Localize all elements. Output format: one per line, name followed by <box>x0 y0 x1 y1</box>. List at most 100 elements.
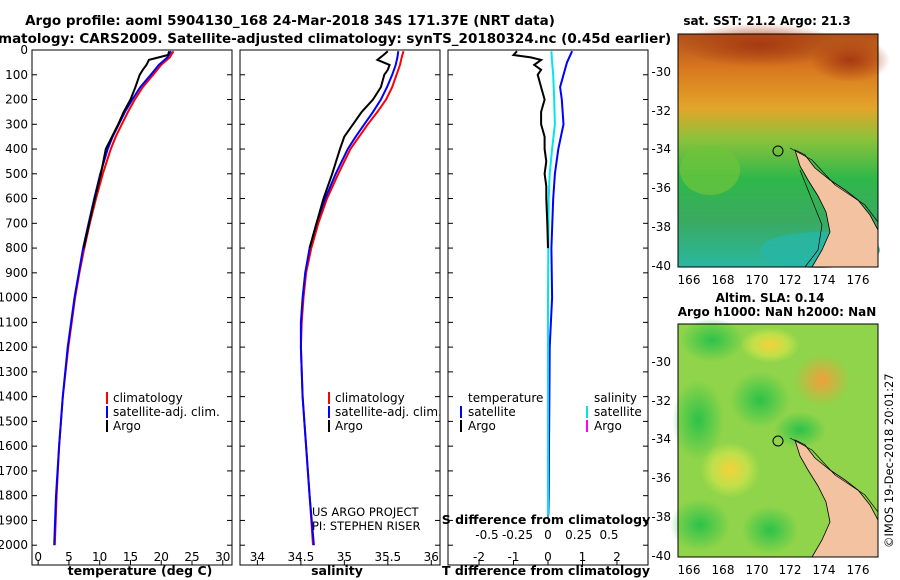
sla-lat-tick: -34 <box>651 432 671 446</box>
sla-map-image <box>670 318 879 558</box>
sla-lat-tick: -36 <box>651 471 671 485</box>
sla-orange-patch <box>794 354 850 406</box>
credit-project: US ARGO PROJECT <box>312 505 420 519</box>
legend-label-satellite: satellite-adj. clim. <box>335 405 442 419</box>
salinity-x-ticks: 34 34.5 35 35.5 36 <box>250 550 439 565</box>
legend-title-temperature: temperature <box>468 391 543 405</box>
depth-tick-label: 500 <box>5 167 28 181</box>
sla-green-patch <box>742 506 798 554</box>
sst-lat-tick: -30 <box>651 65 671 79</box>
depth-tick-label: 400 <box>5 142 28 156</box>
legend-label-climatology: climatology <box>113 391 183 405</box>
x-tick-label: 2 <box>613 550 621 564</box>
depth-tick-label: 2000 <box>0 538 28 552</box>
legend-swatch-climatology <box>106 392 108 404</box>
s-diff-tick-label: -0.5 <box>475 528 498 542</box>
sst-lon-tick: 170 <box>746 273 769 287</box>
sst-lon-tick: 172 <box>779 273 802 287</box>
difference-y-tickmarks <box>448 49 648 546</box>
legend-swatch-t-satellite <box>460 406 462 418</box>
difference-x-ticks: -2 -1 0 1 2 <box>473 550 621 565</box>
legend-swatch-argo <box>328 420 330 432</box>
sst-isobath <box>789 147 879 223</box>
x-tick-label: 0 <box>34 550 42 564</box>
sla-green-patch <box>680 318 744 362</box>
sla-map-title1: Altim. SLA: 0.14 <box>716 291 825 305</box>
legend-swatch-satellite <box>328 406 330 418</box>
figure-title-line2: Climatology: CARS2009. Satellite-adjuste… <box>0 31 671 47</box>
s-diff-tick-label: 0.5 <box>599 528 618 542</box>
sst-lon-tick: 174 <box>813 273 836 287</box>
sla-map-frame <box>677 323 879 558</box>
temperature-series-group <box>53 50 175 546</box>
sla-green-patch <box>670 499 730 551</box>
sst-lat-tick: -32 <box>651 104 671 118</box>
depth-tick-label: 1100 <box>0 315 28 329</box>
series-line-t-argo <box>511 50 549 249</box>
depth-tick-label: 300 <box>5 117 28 131</box>
salinity-plot-frame <box>239 49 441 566</box>
depth-tick-label: 200 <box>5 93 28 107</box>
depth-tick-label: 1300 <box>0 365 28 379</box>
legend-swatch-satellite <box>106 406 108 418</box>
legend-label-climatology: climatology <box>335 391 405 405</box>
sst-argo-position-marker <box>772 145 784 157</box>
series-line-argo <box>82 50 171 249</box>
depth-axis-ticks: 0 100 200 300 400 500 600 700 800 900 1000 1100 1200… <box>0 43 232 552</box>
temperature-xlabel: temperature (deg C) <box>68 563 213 578</box>
series-line-satellite-adj-clim <box>299 51 400 546</box>
salinity-legend: climatology satellite-adj. clim. Argo <box>328 391 442 433</box>
sla-lon-tick: 166 <box>678 563 701 577</box>
sst-lat-tick: -36 <box>651 181 671 195</box>
sla-lat-tick: -40 <box>651 549 671 563</box>
difference-panel: -2 -1 0 1 2 -0.5 -0.25 0 0.25 0.5 T difference f… <box>442 49 650 578</box>
sla-lon-tick: 172 <box>779 563 802 577</box>
sst-lat-tick: -34 <box>651 142 671 156</box>
series-line-t-satellite <box>547 50 574 516</box>
x-tick-label: 36 <box>424 550 439 564</box>
sst-map-panel: sat. SST: 21.2 Argo: 21.3 -30 -32 -34 -3… <box>651 14 890 287</box>
depth-tick-label: 800 <box>5 241 28 255</box>
sla-argo-position-marker <box>772 435 784 447</box>
series-line-argo <box>308 50 391 249</box>
difference-xlabel: T difference from climatology <box>442 563 650 578</box>
legend-swatch-argo <box>106 420 108 432</box>
sst-map-title: sat. SST: 21.2 Argo: 21.3 <box>683 14 850 28</box>
x-tick-label: 0 <box>544 550 552 564</box>
salinity-series-group <box>299 50 405 546</box>
legend-title-salinity: salinity <box>594 391 637 405</box>
temperature-panel: 0 5 10 15 20 25 30 0 100 200 300 400 500 600 700 800 90… <box>0 43 233 578</box>
s-diff-tick-label: 0 <box>544 528 552 542</box>
legend-label-t-argo: Argo <box>468 419 496 433</box>
sla-lat-tick: -32 <box>651 394 671 408</box>
difference-series-group <box>511 50 574 518</box>
sst-lon-tick: 166 <box>678 273 701 287</box>
difference-legend-temperature: temperature satellite Argo <box>460 391 543 433</box>
depth-tick-label: 1600 <box>0 439 28 453</box>
sla-map-panel: Altim. SLA: 0.14 Argo h1000: NaN h2000: … <box>651 291 879 577</box>
temperature-legend: climatology satellite-adj. clim. Argo <box>106 391 220 433</box>
salinity-y-tickmarks <box>240 49 440 546</box>
temperature-x-ticks: 0 5 10 15 20 25 30 <box>34 550 230 565</box>
x-tick-label: 25 <box>184 550 199 564</box>
sla-lon-tick: 168 <box>712 563 735 577</box>
sla-map-lat-axis: -30 -32 -34 -36 -38 -40 <box>651 355 671 563</box>
sla-lon-tick: 174 <box>813 563 836 577</box>
sla-lat-tick: -30 <box>651 355 671 369</box>
sla-yellow-patch <box>740 327 800 363</box>
depth-tick-label: 600 <box>5 192 28 206</box>
legend-label-argo: Argo <box>113 419 141 433</box>
sla-isobath <box>789 437 879 513</box>
legend-label-satellite: satellite-adj. clim. <box>113 405 220 419</box>
depth-tick-label: 1400 <box>0 390 28 404</box>
sla-green-patch <box>672 380 724 460</box>
s-diff-tick-label: 0.25 <box>565 528 592 542</box>
sst-map-lat-axis: -30 -32 -34 -36 -38 -40 <box>651 65 671 273</box>
sla-lon-tick: 176 <box>847 563 870 577</box>
depth-tick-label: 1200 <box>0 340 28 354</box>
x-tick-label: 5 <box>65 550 73 564</box>
depth-tick-label: 900 <box>5 266 28 280</box>
legend-label-t-satellite: satellite <box>468 405 516 419</box>
x-tick-label: -1 <box>508 550 520 564</box>
x-tick-label: 20 <box>154 550 169 564</box>
